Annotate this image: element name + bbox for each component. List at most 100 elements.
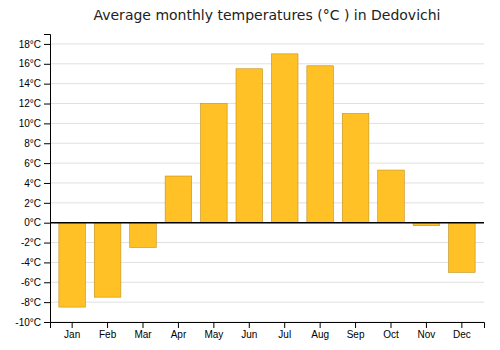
tick-label: 18°C xyxy=(19,39,41,50)
bar xyxy=(165,176,192,223)
bar xyxy=(271,54,298,223)
tick-label: -8°C xyxy=(21,297,41,308)
tick-label: Dec xyxy=(453,329,471,340)
tick-label: 8°C xyxy=(24,138,41,149)
axis-line xyxy=(51,323,485,329)
grid-line xyxy=(50,222,484,223)
bar xyxy=(130,223,157,248)
tick-mark xyxy=(44,163,50,164)
x-axis: Jan Feb Mar Apr May Jun Jul Aug Sep Oct Nov Dec xyxy=(51,322,485,340)
tick-mark xyxy=(44,223,50,224)
tick-label: Feb xyxy=(99,329,117,340)
tick-mark xyxy=(355,322,356,328)
grid-line xyxy=(50,43,484,44)
bar xyxy=(201,104,228,223)
plot-area: -10°C -8°C -6°C -4°C -2°C 0°C 2°C 4°C 6°C 8°C 10°C… xyxy=(15,35,484,341)
tick-mark xyxy=(44,282,50,283)
tick-mark xyxy=(44,84,50,85)
grid-line xyxy=(50,103,484,104)
bar xyxy=(307,66,334,223)
tick-label: 0°C xyxy=(24,217,41,228)
tick-label: Nov xyxy=(418,329,436,340)
tick: 18°C xyxy=(19,39,50,50)
tick-mark xyxy=(461,322,462,328)
tick: -8°C xyxy=(21,297,50,308)
tick-label: Apr xyxy=(171,329,187,340)
tick-label: 16°C xyxy=(19,58,41,69)
grid-line xyxy=(50,202,484,203)
tick: Aug xyxy=(311,322,329,340)
tick: 14°C xyxy=(19,78,50,89)
tick-label: Sep xyxy=(347,329,365,340)
tick-mark xyxy=(284,322,285,328)
chart: -10°C -8°C -6°C -4°C -2°C 0°C 2°C 4°C 6°C 8°C 10°C… xyxy=(0,0,500,350)
tick-label: Jul xyxy=(278,329,291,340)
tick-mark xyxy=(44,262,50,263)
tick-mark xyxy=(143,322,144,328)
grid-line xyxy=(50,302,484,303)
tick-mark xyxy=(178,322,179,328)
tick-mark xyxy=(44,64,50,65)
tick: -4°C xyxy=(21,257,50,268)
tick: Nov xyxy=(418,322,436,340)
grid-line xyxy=(50,163,484,164)
tick-mark xyxy=(44,322,50,323)
tick-mark xyxy=(44,243,50,244)
tick-mark xyxy=(44,302,50,303)
tick-label: Aug xyxy=(311,329,329,340)
tick-label: 14°C xyxy=(19,78,41,89)
tick-mark xyxy=(44,143,50,144)
tick-label: -4°C xyxy=(21,257,41,268)
tick: 8°C xyxy=(24,138,50,149)
tick: Apr xyxy=(171,322,187,340)
tick: Oct xyxy=(383,322,399,340)
bar xyxy=(342,113,369,222)
tick: -10°C xyxy=(15,317,50,328)
tick-label: 12°C xyxy=(19,98,41,109)
tick: 6°C xyxy=(24,158,50,169)
grid-line xyxy=(50,83,484,84)
tick-mark xyxy=(44,183,50,184)
bar xyxy=(59,223,86,307)
y-axis: -10°C -8°C -6°C -4°C -2°C 0°C 2°C 4°C 6°C 8°C 10°C… xyxy=(15,35,50,328)
tick-label: 2°C xyxy=(24,198,41,209)
bar xyxy=(449,223,476,273)
title: Average monthly temperatures (°C ) in De… xyxy=(93,7,440,23)
tick-mark xyxy=(72,322,73,328)
tick: 2°C xyxy=(24,198,50,209)
tick: May xyxy=(204,322,223,340)
grid-line xyxy=(50,143,484,144)
tick-label: 6°C xyxy=(24,158,41,169)
tick-label: May xyxy=(204,329,223,340)
tick: -6°C xyxy=(21,277,50,288)
tick-label: Mar xyxy=(134,329,152,340)
tick-mark xyxy=(249,322,250,328)
tick-mark xyxy=(426,322,427,328)
tick: Jan xyxy=(64,322,80,340)
tick: Jul xyxy=(278,322,291,340)
tick-label: -2°C xyxy=(21,237,41,248)
tick: 16°C xyxy=(19,58,50,69)
tick-label: Jun xyxy=(241,329,257,340)
bar xyxy=(94,223,121,297)
tick-mark xyxy=(213,322,214,328)
tick: -2°C xyxy=(21,237,50,248)
tick-label: -6°C xyxy=(21,277,41,288)
tick-mark xyxy=(44,44,50,45)
bar xyxy=(378,170,405,223)
tick: Mar xyxy=(134,322,152,340)
tick: Jun xyxy=(241,322,257,340)
tick: Sep xyxy=(347,322,365,340)
axis-line xyxy=(44,35,51,323)
tick-mark xyxy=(391,322,392,328)
tick-label: 10°C xyxy=(19,118,41,129)
tick: Feb xyxy=(99,322,117,340)
tick-mark xyxy=(44,123,50,124)
zero-line xyxy=(50,222,484,224)
grid-line xyxy=(50,123,484,124)
tick-label: -10°C xyxy=(15,317,41,328)
bars xyxy=(59,54,475,307)
tick: 10°C xyxy=(19,118,50,129)
bar xyxy=(236,69,263,223)
tick: 4°C xyxy=(24,178,50,189)
